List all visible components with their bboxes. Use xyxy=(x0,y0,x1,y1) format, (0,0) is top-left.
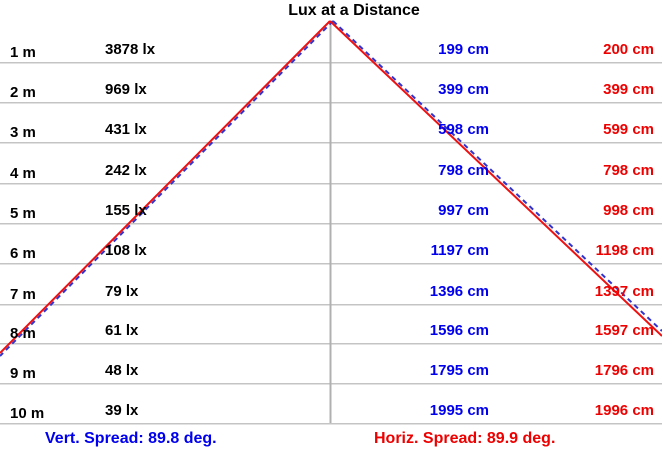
lux-value: 48 lx xyxy=(105,362,139,379)
vert-width-value: 1396 cm xyxy=(429,283,489,300)
vert-width-value: 1596 cm xyxy=(429,322,489,339)
distance-label: 5 m xyxy=(10,205,36,222)
horiz-width-value: 1796 cm xyxy=(594,362,654,379)
horiz-width-value: 200 cm xyxy=(603,41,654,58)
vert-width-value: 598 cm xyxy=(438,121,489,138)
distance-row-4m: 4 m 242 lx 798 cm 798 cm xyxy=(0,163,662,183)
vert-width-value: 1197 cm xyxy=(430,242,489,259)
distance-label: 6 m xyxy=(10,245,36,262)
lux-value: 39 lx xyxy=(105,402,139,419)
distance-row-9m: 9 m 48 lx 1795 cm 1796 cm xyxy=(0,363,662,383)
horiz-width-value: 399 cm xyxy=(603,81,654,98)
lux-value: 242 lx xyxy=(105,162,147,179)
lux-value: 108 lx xyxy=(105,242,147,259)
vert-width-value: 1795 cm xyxy=(429,362,489,379)
vert-width-value: 1995 cm xyxy=(429,402,489,419)
distance-label: 9 m xyxy=(10,365,36,382)
chart-title: Lux at a Distance xyxy=(288,2,420,19)
lux-value: 3878 lx xyxy=(105,41,156,58)
lux-value: 61 lx xyxy=(105,322,139,339)
distance-label: 10 m xyxy=(10,405,45,422)
distance-label: 2 m xyxy=(10,84,36,101)
horizontal-spread-beam-lines xyxy=(0,20,662,354)
horiz-width-value: 1996 cm xyxy=(594,402,654,419)
distance-label: 3 m xyxy=(10,124,36,141)
distance-label: 1 m xyxy=(10,44,36,61)
horiz-width-value: 1597 cm xyxy=(594,322,654,339)
distance-label: 7 m xyxy=(10,286,36,303)
vert-width-value: 399 cm xyxy=(438,81,489,98)
distance-row-7m: 7 m 79 lx 1396 cm 1397 cm xyxy=(0,284,662,304)
vert-width-value: 199 cm xyxy=(438,41,489,58)
distance-row-3m: 3 m 431 lx 598 cm 599 cm xyxy=(0,122,662,142)
distance-row-6m: 6 m 108 lx 1197 cm 1198 cm xyxy=(0,243,662,263)
lux-value: 431 lx xyxy=(105,121,147,138)
vert-width-value: 798 cm xyxy=(438,162,489,179)
vertical-spread-beam-lines xyxy=(0,20,662,357)
distance-label: 8 m xyxy=(10,325,36,342)
distance-label: 4 m xyxy=(10,165,36,182)
lux-value: 969 lx xyxy=(105,81,147,98)
distance-row-5m: 5 m 155 lx 997 cm 998 cm xyxy=(0,203,662,223)
distance-row-1m: 1 m 3878 lx 199 cm 200 cm xyxy=(0,42,662,62)
distance-row-2m: 2 m 969 lx 399 cm 399 cm xyxy=(0,82,662,102)
horiz-spread-label: Horiz. Spread: 89.9 deg. xyxy=(374,430,556,447)
vert-width-value: 997 cm xyxy=(438,202,489,219)
horiz-width-value: 998 cm xyxy=(603,202,654,219)
horiz-width-value: 1198 cm xyxy=(595,242,654,259)
distance-row-10m: 10 m 39 lx 1995 cm 1996 cm xyxy=(0,403,662,423)
lux-value: 79 lx xyxy=(105,283,139,300)
horiz-width-value: 1397 cm xyxy=(594,283,654,300)
vert-spread-label: Vert. Spread: 89.8 deg. xyxy=(45,430,217,447)
distance-row-8m: 8 m 61 lx 1596 cm 1597 cm xyxy=(0,323,662,343)
lux-value: 155 lx xyxy=(105,202,147,219)
horiz-width-value: 599 cm xyxy=(603,121,654,138)
horiz-width-value: 798 cm xyxy=(603,162,654,179)
